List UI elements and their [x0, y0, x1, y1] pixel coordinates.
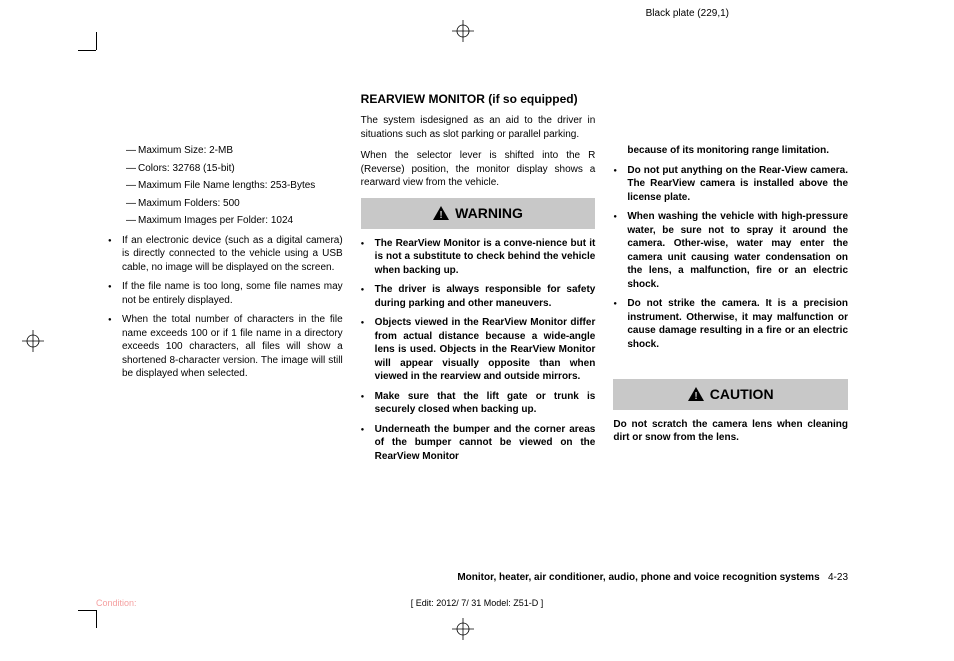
spec-item: —Colors: 32768 (15-bit) [126, 162, 343, 176]
list-item: When the total number of characters in t… [108, 313, 343, 381]
content-columns: —Maximum Size: 2-MB —Colors: 32768 (15-b… [108, 92, 848, 469]
footer-section-name: Monitor, heater, air conditioner, audio,… [108, 572, 848, 583]
caution-label: CAUTION [710, 385, 774, 404]
condition-label: Condition: [96, 598, 137, 608]
notes-list: If an electronic device (such as a digit… [108, 234, 343, 381]
svg-text:!: ! [440, 210, 443, 220]
list-item: If an electronic device (such as a digit… [108, 234, 343, 275]
svg-text:!: ! [694, 391, 697, 401]
registration-mark-icon [452, 618, 474, 640]
list-item: The RearView Monitor is a conve-nience b… [361, 237, 596, 278]
warning-list: The RearView Monitor is a conve-nience b… [361, 237, 596, 464]
column-3: because of its monitoring range limitati… [613, 92, 848, 469]
warning-triangle-icon: ! [433, 206, 449, 220]
section-title: REARVIEW MONITOR (if so equipped) [361, 92, 596, 106]
plate-header: Black plate (229,1) [646, 8, 729, 19]
warning-label: WARNING [455, 204, 523, 223]
footer-meta: [ Edit: 2012/ 7/ 31 Model: Z51-D ] [0, 598, 954, 608]
list-item: Do not put anything on the Rear-View cam… [613, 164, 848, 205]
list-item: The driver is always responsible for saf… [361, 283, 596, 310]
column-2: REARVIEW MONITOR (if so equipped) The sy… [361, 92, 596, 469]
warning-list-cont: Do not put anything on the Rear-View cam… [613, 164, 848, 352]
registration-mark-icon [452, 20, 474, 42]
list-item: If the file name is too long, some file … [108, 280, 343, 307]
spec-item: —Maximum Folders: 500 [126, 197, 343, 211]
list-item: Underneath the bumper and the corner are… [361, 423, 596, 464]
spec-item: —Maximum File Name lengths: 253-Bytes [126, 179, 343, 193]
body-paragraph: When the selector lever is shifted into … [361, 149, 596, 190]
crop-mark [96, 610, 97, 628]
list-item: Make sure that the lift gate or trunk is… [361, 390, 596, 417]
crop-mark [78, 50, 96, 51]
caution-header: ! CAUTION [613, 379, 848, 410]
crop-mark [78, 610, 96, 611]
registration-mark-icon [22, 330, 44, 352]
spec-item: —Maximum Images per Folder: 1024 [126, 214, 343, 228]
spec-item: —Maximum Size: 2-MB [126, 144, 343, 158]
list-item-continuation: because of its monitoring range limitati… [613, 144, 848, 158]
list-item: When washing the vehicle with high-press… [613, 210, 848, 291]
spec-sublist: —Maximum Size: 2-MB —Colors: 32768 (15-b… [126, 144, 343, 228]
body-paragraph: The system isdesigned as an aid to the d… [361, 114, 596, 141]
warning-header: ! WARNING [361, 198, 596, 229]
document-page: Black plate (229,1) —Maximum Size: 2-MB … [0, 0, 954, 661]
caution-text: Do not scratch the camera lens when clea… [613, 418, 848, 445]
crop-mark [96, 32, 97, 50]
warning-continuation: because of its monitoring range limitati… [613, 144, 848, 351]
warning-triangle-icon: ! [688, 387, 704, 401]
column-1: —Maximum Size: 2-MB —Colors: 32768 (15-b… [108, 92, 343, 469]
list-item: Objects viewed in the RearView Monitor d… [361, 316, 596, 384]
list-item: Do not strike the camera. It is a precis… [613, 297, 848, 351]
